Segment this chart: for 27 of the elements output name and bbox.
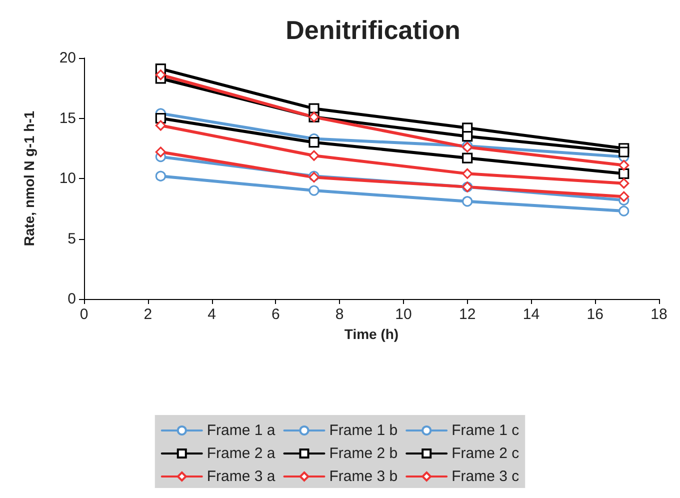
x-tick-label: 12 [458,306,476,323]
legend-label: Frame 3 a [206,468,276,485]
x-axis-title: Time (h) [344,326,399,342]
x-tick-label: 16 [586,306,604,323]
y-tick-label: 5 [68,230,76,248]
legend-label: Frame 1 c [452,422,520,439]
x-tick-label: 6 [271,306,280,323]
legend-label: Frame 3 b [329,468,398,485]
legend-label: Frame 2 b [329,445,398,462]
chart-title: Denitrification [286,15,460,45]
legend-label: Frame 3 c [452,468,520,485]
legend-label: Frame 1 b [329,422,398,439]
legend-label: Frame 2 a [206,445,276,462]
x-tick-label: 0 [80,306,88,323]
x-tick-label: 8 [335,306,344,323]
x-tick-label: 2 [144,306,152,323]
y-axis-title: Rate, nmol N g-1 h-1 [21,110,37,246]
x-tick-label: 14 [522,306,540,323]
y-tick-label: 15 [59,110,76,127]
x-tick-label: 18 [650,306,668,323]
legend-label: Frame 1 a [206,422,276,439]
x-tick-label: 4 [208,306,216,323]
y-tick-label: 0 [68,290,76,308]
y-tick-label: 10 [59,170,76,187]
y-tick-label: 20 [59,50,76,66]
x-tick-label: 10 [395,306,412,323]
legend-label: Frame 2 c [452,445,520,462]
